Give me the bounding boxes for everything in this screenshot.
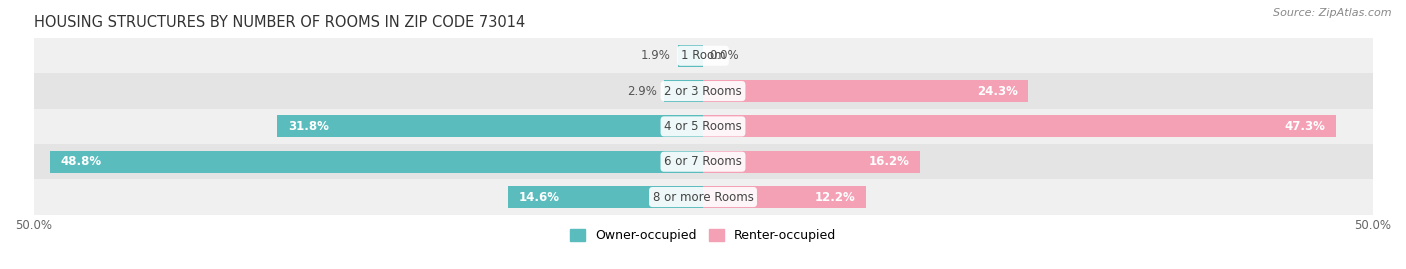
Bar xyxy=(703,80,1028,102)
Text: 2.9%: 2.9% xyxy=(627,84,658,98)
Bar xyxy=(34,179,1372,215)
Text: 14.6%: 14.6% xyxy=(519,190,560,204)
Text: Source: ZipAtlas.com: Source: ZipAtlas.com xyxy=(1274,8,1392,18)
Text: 1.9%: 1.9% xyxy=(641,49,671,62)
Bar xyxy=(34,73,1372,109)
Text: 16.2%: 16.2% xyxy=(869,155,910,168)
Text: HOUSING STRUCTURES BY NUMBER OF ROOMS IN ZIP CODE 73014: HOUSING STRUCTURES BY NUMBER OF ROOMS IN… xyxy=(34,15,524,30)
Text: 8 or more Rooms: 8 or more Rooms xyxy=(652,190,754,204)
Text: 47.3%: 47.3% xyxy=(1285,120,1326,133)
Bar xyxy=(49,151,703,173)
Text: 31.8%: 31.8% xyxy=(288,120,329,133)
Text: 6 or 7 Rooms: 6 or 7 Rooms xyxy=(664,155,742,168)
Text: 0.0%: 0.0% xyxy=(710,49,740,62)
Text: 1 Room: 1 Room xyxy=(681,49,725,62)
Bar xyxy=(664,80,703,102)
Text: 24.3%: 24.3% xyxy=(977,84,1018,98)
Bar xyxy=(34,38,1372,73)
Text: 48.8%: 48.8% xyxy=(60,155,101,168)
Bar xyxy=(277,115,703,137)
Bar xyxy=(34,144,1372,179)
Bar xyxy=(703,115,1336,137)
Bar xyxy=(703,151,920,173)
Bar xyxy=(508,186,703,208)
Legend: Owner-occupied, Renter-occupied: Owner-occupied, Renter-occupied xyxy=(565,224,841,247)
Text: 2 or 3 Rooms: 2 or 3 Rooms xyxy=(664,84,742,98)
Bar xyxy=(703,186,866,208)
Bar xyxy=(678,45,703,67)
Text: 12.2%: 12.2% xyxy=(815,190,856,204)
Bar xyxy=(34,109,1372,144)
Text: 4 or 5 Rooms: 4 or 5 Rooms xyxy=(664,120,742,133)
